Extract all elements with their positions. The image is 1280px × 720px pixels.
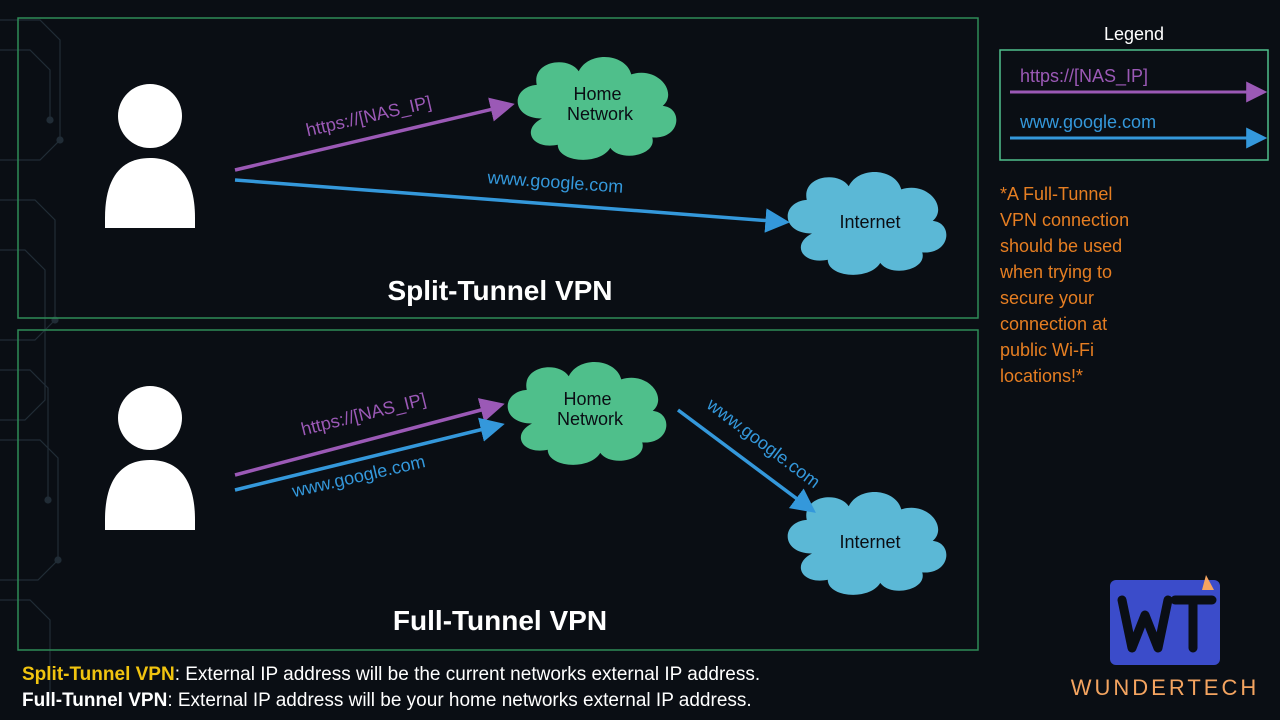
footer-split: Split-Tunnel VPN: External IP address wi…	[22, 664, 760, 685]
split-panel-title: Split-Tunnel VPN	[387, 275, 612, 306]
legend-title: Legend	[1104, 24, 1164, 44]
legend: Legend https://[NAS_IP] www.google.com	[1000, 24, 1268, 160]
brand-logo: WUNDERTECH	[1071, 575, 1259, 700]
nas-arrow-label: https://[NAS_IP]	[304, 92, 434, 141]
brand-name: WUNDERTECH	[1071, 675, 1259, 700]
circuit-background	[0, 20, 63, 700]
google-arrow-label: www.google.com	[486, 167, 624, 197]
note-text: *A Full-Tunnel VPN connection should be …	[999, 184, 1134, 386]
internet-label: Internet	[839, 532, 900, 552]
split-tunnel-panel: Home Network Internet https://[NAS_IP] w…	[18, 18, 978, 318]
legend-google-label: www.google.com	[1019, 112, 1156, 132]
full-tunnel-panel: Home Network Internet https://[NAS_IP] w…	[18, 330, 978, 650]
full-panel-title: Full-Tunnel VPN	[393, 605, 607, 636]
internet-label: Internet	[839, 212, 900, 232]
home-network-label: Home Network	[557, 389, 624, 429]
user-icon	[105, 84, 195, 228]
home-network-label: Home Network	[567, 84, 634, 124]
user-icon	[105, 386, 195, 530]
nas-arrow-label: https://[NAS_IP]	[299, 389, 428, 440]
footer-full: Full-Tunnel VPN: External IP address wil…	[22, 690, 752, 711]
legend-nas-label: https://[NAS_IP]	[1020, 66, 1148, 87]
